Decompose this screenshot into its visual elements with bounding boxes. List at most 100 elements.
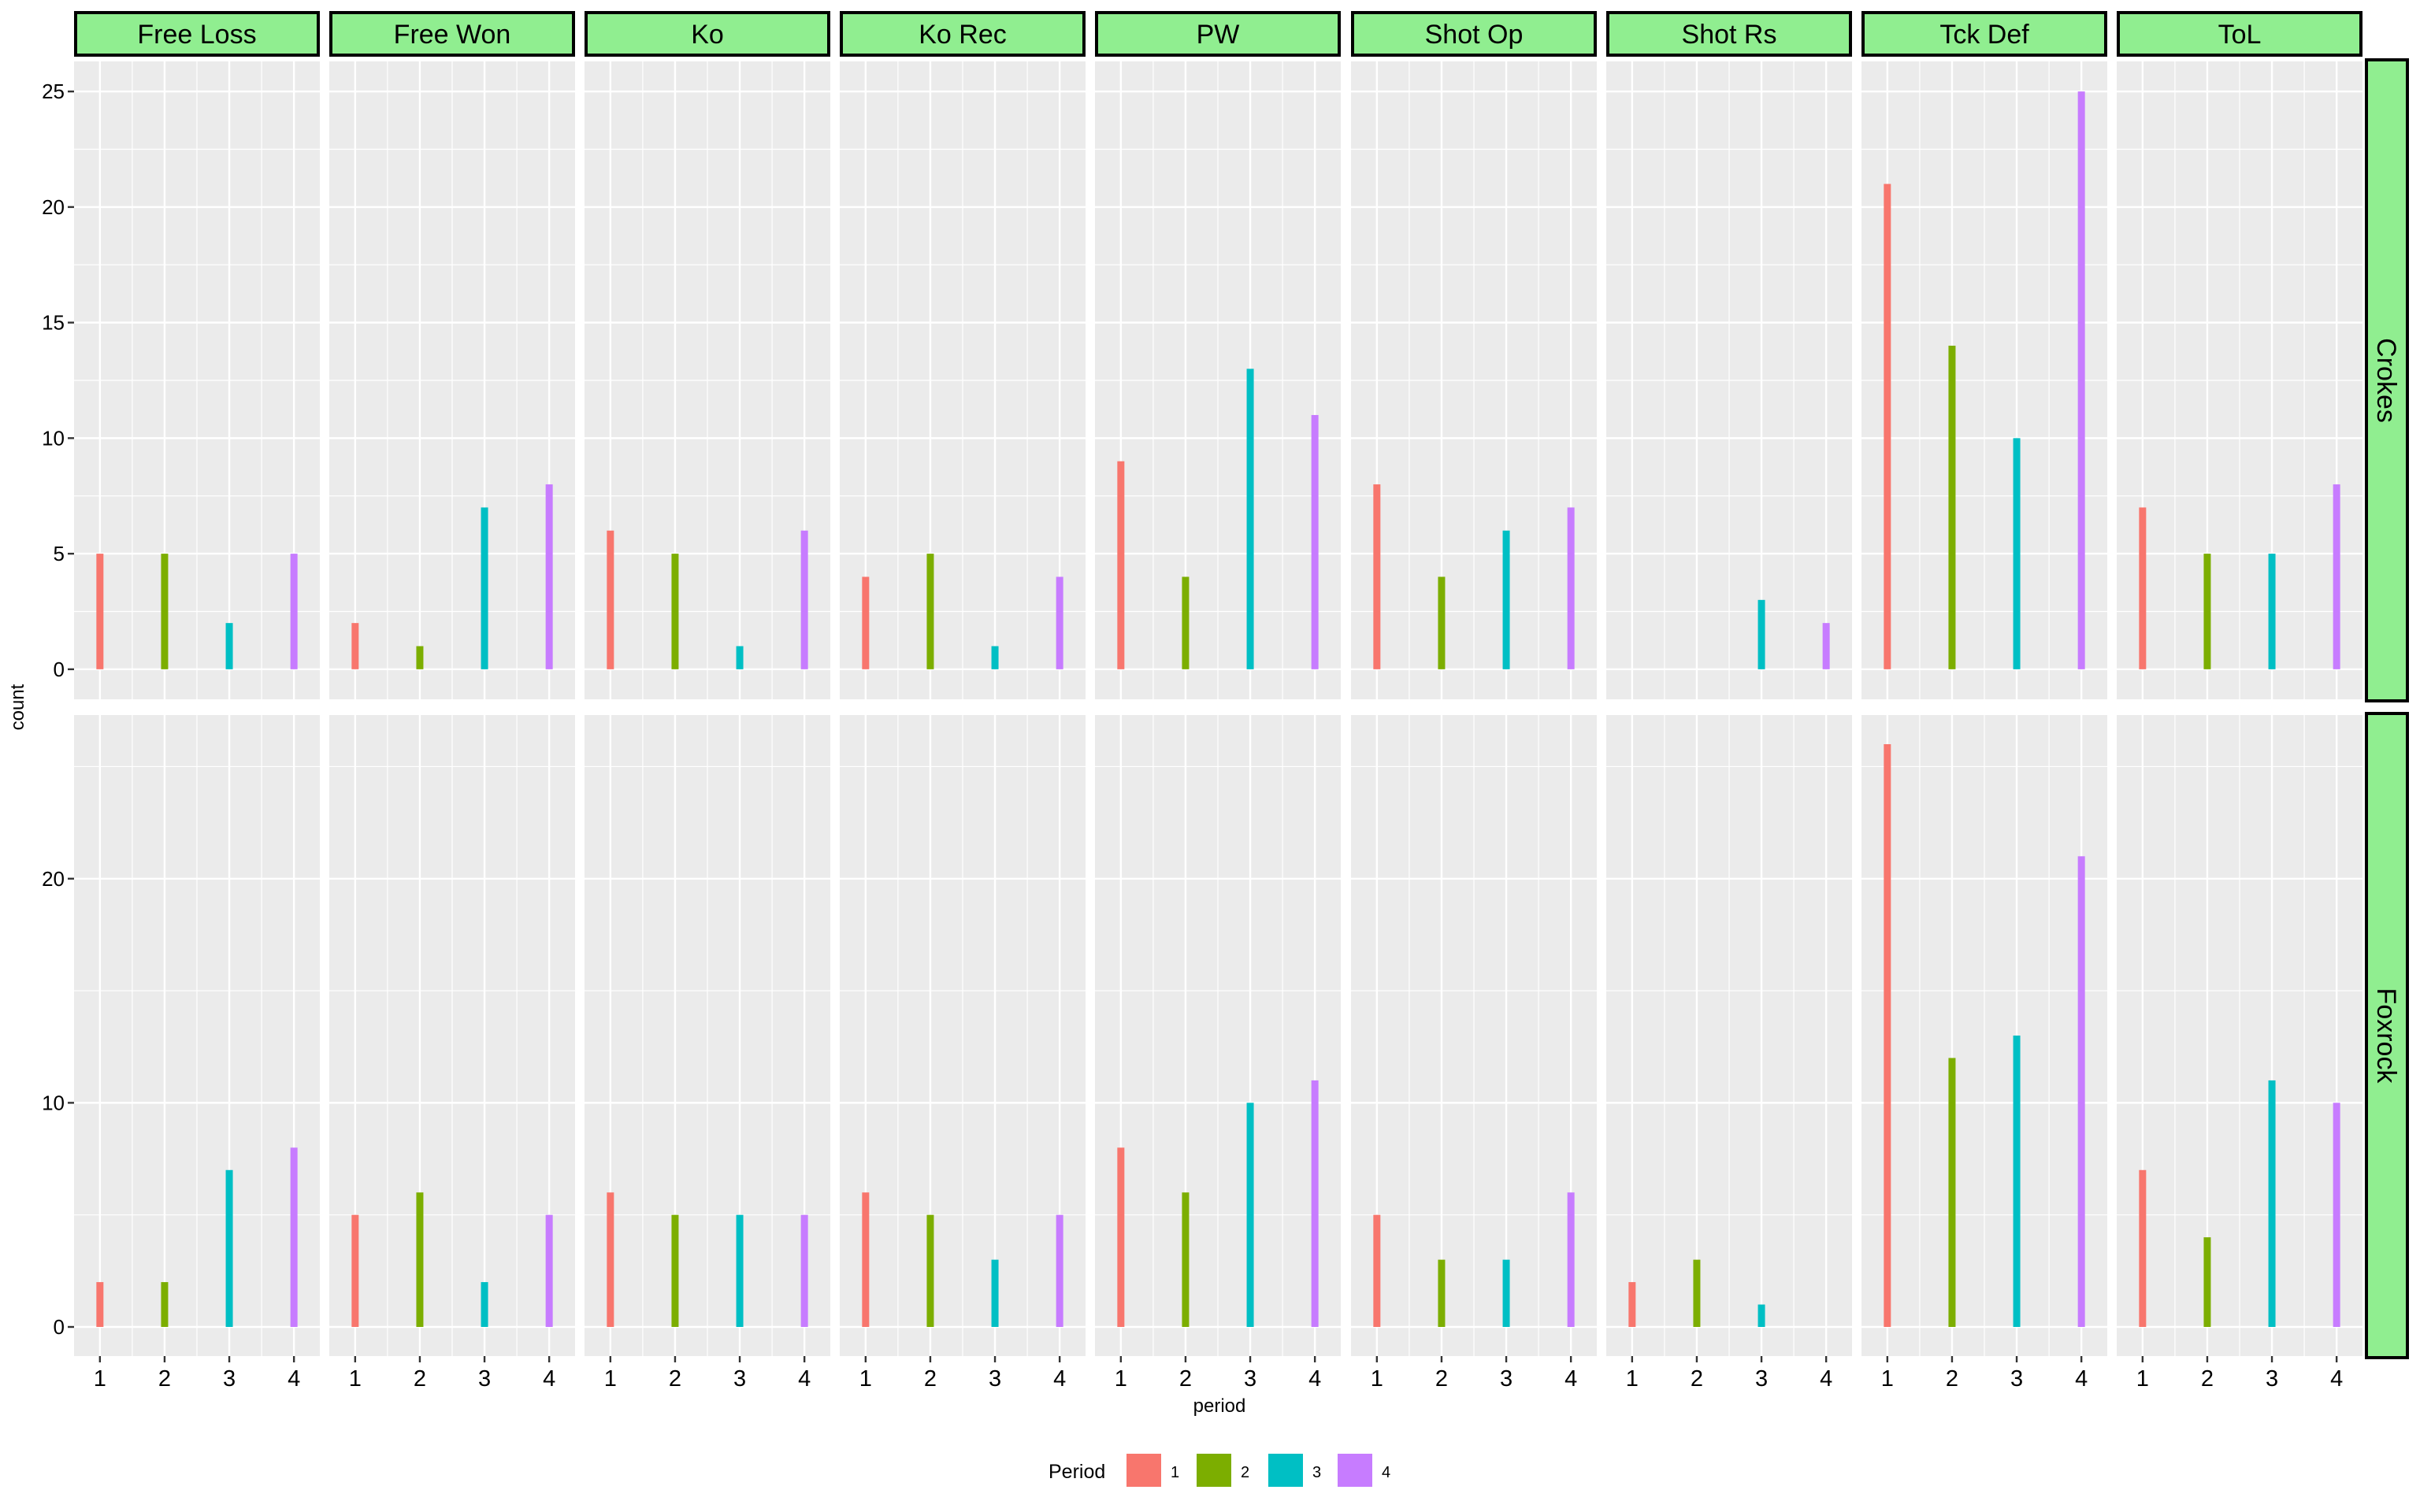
bar-foxrock-free-loss-period-2	[161, 1282, 169, 1327]
x-tick-label: 3	[733, 1366, 746, 1392]
bar-foxrock-free-won-period-4	[545, 1214, 553, 1327]
panel-crokes-shot-rs	[1606, 61, 1852, 699]
bar-crokes-free-won-period-1	[351, 623, 359, 669]
bar-foxrock-shot-rs-period-1	[1628, 1282, 1636, 1327]
panel-crokes-free-loss	[74, 61, 320, 699]
bar-foxrock-pw-period-3	[1246, 1102, 1254, 1327]
panel-foxrock-ko-rec	[840, 715, 1086, 1356]
bar-crokes-tol-period-4	[2333, 484, 2340, 669]
bar-foxrock-ko-rec-period-2	[926, 1214, 934, 1327]
bar-crokes-ko-rec-period-1	[862, 576, 870, 669]
bar-crokes-ko-period-4	[800, 530, 808, 669]
bar-crokes-ko-period-2	[671, 554, 679, 669]
bar-foxrock-tol-period-1	[2139, 1169, 2147, 1327]
bar-crokes-free-loss-period-3	[225, 623, 233, 669]
bar-crokes-shot-op-period-2	[1438, 576, 1446, 669]
column-strips: Free Loss Free Won Ko Ko Rec PW Shot Op Shot R…	[74, 11, 2362, 57]
column-strip-free-loss: Free Loss	[74, 11, 320, 57]
y-axis-label: count	[7, 684, 28, 730]
bar-crokes-tol-period-2	[2203, 554, 2211, 669]
bar-foxrock-shot-rs-period-3	[1757, 1304, 1765, 1327]
legend-key	[1268, 1454, 1303, 1487]
legend-title: Period	[1049, 1461, 1105, 1483]
bar-crokes-ko-rec-period-4	[1056, 576, 1063, 669]
legend-key	[1338, 1454, 1372, 1487]
panel-foxrock-tol	[2117, 715, 2362, 1356]
legend-item-2: 2	[1197, 1454, 1249, 1487]
x-tick-label: 1	[1115, 1366, 1127, 1392]
bar-crokes-tck-def-period-1	[1884, 183, 1891, 669]
y-tick-label: 25	[42, 80, 65, 103]
x-axis-free-won: 1 2 3 4	[349, 1356, 555, 1392]
x-tick-label: 2	[1946, 1366, 1958, 1392]
y-tick-label: 5	[54, 542, 65, 565]
x-tick-label: 2	[1179, 1366, 1192, 1392]
column-strip-tck-def: Tck Def	[1861, 11, 2107, 57]
bar-foxrock-shot-op-period-4	[1567, 1192, 1575, 1327]
bar-crokes-ko-rec-period-3	[991, 646, 999, 669]
bar-foxrock-ko-period-4	[800, 1214, 808, 1327]
bar-foxrock-ko-period-1	[607, 1192, 614, 1327]
column-strip-box	[2117, 11, 2362, 57]
legend-item-4: 4	[1338, 1454, 1390, 1487]
x-tick-label: 4	[543, 1366, 555, 1392]
bar-foxrock-pw-period-4	[1311, 1080, 1319, 1327]
bar-foxrock-free-won-period-1	[351, 1214, 359, 1327]
y-axis-crokes: 0 5 10 15 20 25	[42, 80, 74, 681]
bar-foxrock-free-loss-period-3	[225, 1169, 233, 1327]
x-tick-label: 1	[1626, 1366, 1639, 1392]
bar-foxrock-free-won-period-3	[481, 1282, 488, 1327]
bar-crokes-tck-def-period-2	[1948, 345, 1956, 669]
column-strip-label: Shot Op	[1425, 20, 1524, 50]
bar-foxrock-tck-def-period-4	[2077, 856, 2085, 1327]
bar-crokes-free-loss-period-4	[290, 554, 298, 669]
bar-foxrock-free-loss-period-1	[96, 1282, 104, 1327]
x-tick-label: 1	[94, 1366, 106, 1392]
x-tick-label: 3	[223, 1366, 236, 1392]
bar-foxrock-shot-rs-period-2	[1693, 1259, 1701, 1327]
panel-foxrock-pw	[1095, 715, 1341, 1356]
panel-foxrock-ko	[585, 715, 830, 1356]
x-tick-label: 1	[604, 1366, 617, 1392]
bar-foxrock-free-loss-period-4	[290, 1147, 298, 1327]
y-tick-label: 10	[42, 426, 65, 450]
column-strip-label: Free Loss	[137, 20, 256, 50]
x-axis-ko-rec: 1 2 3 4	[859, 1356, 1066, 1392]
x-tick-label: 4	[2075, 1366, 2088, 1392]
column-strip-pw: PW	[1095, 11, 1341, 57]
column-strip-ko: Ko	[585, 11, 830, 57]
y-axis-foxrock: 0 10 20	[42, 867, 74, 1339]
row-strip-box	[2365, 712, 2409, 1359]
legend-key	[1126, 1454, 1161, 1487]
bar-crokes-free-won-period-2	[416, 646, 424, 669]
bar-foxrock-shot-op-period-1	[1373, 1214, 1381, 1327]
column-strip-box	[1861, 11, 2107, 57]
panel-crokes-tol	[2117, 61, 2362, 699]
column-strip-label: Ko Rec	[919, 20, 1007, 50]
column-strip-shot-rs: Shot Rs	[1606, 11, 1852, 57]
x-tick-label: 4	[1564, 1366, 1577, 1392]
legend: Period 1 2 3 4	[1049, 1454, 1390, 1487]
row-strip-crokes: Crokes	[2365, 58, 2409, 702]
x-tick-label: 2	[1435, 1366, 1448, 1392]
bar-crokes-free-won-period-3	[481, 507, 488, 669]
x-tick-label: 2	[924, 1366, 937, 1392]
legend-item-1: 1	[1126, 1454, 1179, 1487]
y-tick-label: 15	[42, 311, 65, 335]
column-strip-ko-rec: Ko Rec	[840, 11, 1086, 57]
y-tick-label: 10	[42, 1091, 65, 1114]
panel-crokes-ko	[585, 61, 830, 699]
x-tick-label: 4	[1308, 1366, 1321, 1392]
panel-foxrock-shot-op	[1351, 715, 1597, 1356]
panel-crokes-pw	[1095, 61, 1341, 699]
x-tick-label: 3	[2010, 1366, 2023, 1392]
x-tick-label: 2	[158, 1366, 171, 1392]
x-axis-tol: 1 2 3 4	[2136, 1356, 2343, 1392]
bar-foxrock-free-won-period-2	[416, 1192, 424, 1327]
bar-crokes-pw-period-3	[1246, 369, 1254, 669]
x-tick-label: 4	[1053, 1366, 1066, 1392]
x-axis-pw: 1 2 3 4	[1115, 1356, 1321, 1392]
x-tick-label: 4	[288, 1366, 300, 1392]
bar-foxrock-shot-op-period-3	[1502, 1259, 1510, 1327]
bar-foxrock-ko-period-2	[671, 1214, 679, 1327]
